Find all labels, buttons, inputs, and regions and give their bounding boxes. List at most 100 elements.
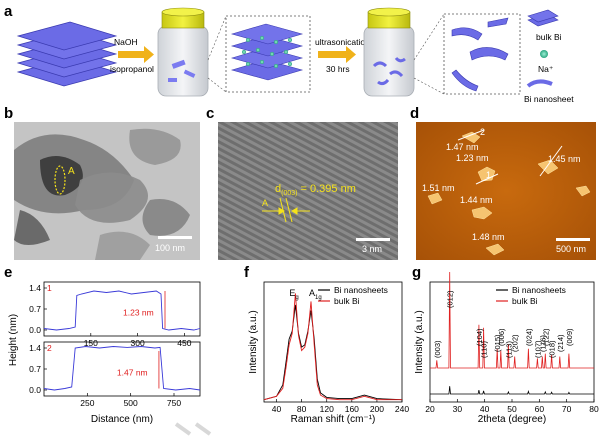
- g-reflection-label: (116): [538, 335, 547, 352]
- step-ultrasonication: ultrasonication: [315, 37, 370, 47]
- g-xtick-label: 60: [535, 404, 545, 414]
- afm-marker-2: 2: [480, 127, 485, 137]
- e-profile-1: [43, 290, 201, 331]
- f-xtick-label: 240: [395, 404, 409, 414]
- g-reflection-label: (018): [548, 340, 557, 358]
- d-sub: (003): [281, 190, 297, 197]
- afm-profile-lines: [457, 129, 563, 185]
- g-legend-label: bulk Bi: [512, 296, 538, 306]
- f-peak-sub: 1g: [315, 295, 322, 301]
- g-xtick-label: 40: [480, 404, 490, 414]
- panel-g-label: g: [412, 264, 421, 281]
- jar-2: [363, 7, 415, 97]
- g-reflection-label: (012): [446, 290, 455, 308]
- arrow-head-1: [144, 46, 154, 63]
- legend-bi-nanosheet: Bi nanosheet: [524, 94, 574, 104]
- d-symbol: d: [275, 183, 281, 195]
- e-ytick-label: 0.7: [29, 364, 41, 374]
- f-xtick-label: 120: [320, 404, 334, 414]
- e-profile-2: [43, 346, 201, 391]
- arrow-head-2: [346, 46, 356, 63]
- e-ytick-label: 1.4: [29, 283, 41, 293]
- f-legend-label: Bi nanosheets: [334, 285, 388, 295]
- scalebar-d-label: 500 nm: [556, 244, 586, 254]
- hrtem-marker-a: A: [262, 198, 268, 208]
- afm-height-1: 1.47 nm: [446, 142, 479, 152]
- e-ytick-label: 0.0: [29, 325, 41, 335]
- d-spacing-marker: [262, 197, 310, 223]
- f-series-0: [263, 304, 403, 401]
- e-xtick-label: 450: [177, 338, 191, 348]
- g-xlabel: 2theta (degree): [478, 414, 546, 425]
- afm-marker-1: 1: [486, 170, 491, 180]
- afm-height-3: 1.45 nm: [548, 154, 581, 164]
- jar-1: [157, 7, 209, 97]
- panel-a-label: a: [4, 3, 13, 20]
- f-peak-label: A1g: [309, 288, 322, 301]
- f-xtick-label: 40: [272, 404, 282, 414]
- g-xtick-label: 80: [589, 404, 599, 414]
- d-value: = 0.395 nm: [297, 183, 355, 195]
- legend-na-swatch: [540, 50, 548, 58]
- f-peak-symbol: E: [289, 288, 295, 298]
- tem-marker-a: A: [68, 166, 75, 177]
- e-xtick-label: 250: [80, 398, 94, 408]
- panel-d: d 2 1 1.47 nm 1.23 nm 1.45 nm 1.51 nm 1.…: [410, 105, 596, 260]
- g-reflection-label: (214): [556, 334, 565, 352]
- e-ylabel: Height (nm): [8, 314, 19, 366]
- tem-marker-ellipse: [54, 165, 66, 195]
- g-reflection-label: (202): [511, 334, 520, 352]
- e-annotation: 1.23 nm: [123, 307, 154, 317]
- legend-a: bulk Bi Na⁺ Bi nanosheet: [524, 9, 574, 104]
- intercalated-layers: [230, 23, 304, 81]
- legend-nanosheet-swatch: [526, 79, 553, 88]
- g-reflection-label: (009): [565, 328, 574, 346]
- d-spacing-label: d(003) = 0.395 nm: [275, 183, 356, 197]
- scalebar-c: [356, 238, 390, 241]
- e-xtick-label: 300: [131, 338, 145, 348]
- g-ylabel: Intensity (a.u.): [414, 310, 425, 373]
- f-axes: [263, 281, 403, 403]
- afm-height-4: 1.51 nm: [422, 183, 455, 193]
- e-xlabel: Distance (nm): [91, 414, 153, 425]
- afm-height-5: 1.44 nm: [460, 195, 493, 205]
- g-series-1: [430, 271, 594, 369]
- g-reflection-label: (113): [504, 341, 513, 358]
- panel-f-label: f: [244, 264, 250, 281]
- afm-image: [416, 122, 596, 260]
- f-xlabel: Raman shift (cm⁻¹): [291, 414, 376, 425]
- panel-c: c d(003) = 0.395 nm A 3 nm: [206, 105, 398, 260]
- arrow-shaft-1: [118, 51, 144, 58]
- panel-c-label: c: [206, 105, 214, 122]
- e-ytick-label: 0.7: [29, 304, 41, 314]
- panel-b-label: b: [4, 105, 13, 122]
- step-naoh: NaOH: [114, 37, 138, 47]
- f-xtick-label: 80: [297, 404, 307, 414]
- scalebar-b: [158, 236, 192, 239]
- afm-height-6: 1.48 nm: [472, 232, 505, 242]
- g-reflection-label: (003): [433, 340, 442, 358]
- g-reflection-label: (107): [533, 340, 542, 358]
- f-peak-sub: g: [295, 295, 298, 301]
- step-isopropanol: isopropanol: [110, 64, 154, 74]
- g-reflection-label: (122): [541, 328, 550, 346]
- e-axes-1: [43, 281, 201, 337]
- f-peak-label: Eg: [289, 288, 298, 301]
- watermark-mark: [174, 422, 212, 436]
- g-reflection-label: (024): [524, 328, 533, 346]
- bulk-bi-stack: [16, 21, 118, 87]
- g-xtick-label: 20: [425, 404, 435, 414]
- e-ytick-label: 0.0: [29, 385, 41, 395]
- arrow-shaft-2: [318, 51, 346, 58]
- zoom-box-1: [225, 15, 311, 93]
- panel-e-label: e: [4, 264, 12, 281]
- tem-flakes: [14, 128, 190, 260]
- exfoliated-nanosheets: [451, 17, 509, 92]
- g-legend-label: Bi nanosheets: [512, 285, 566, 295]
- g-series-0: [430, 386, 594, 395]
- panel-d-label: d: [410, 105, 419, 122]
- g-reflection-label: (015): [493, 334, 502, 352]
- hrtem-image: [218, 122, 398, 260]
- scalebar-b-label: 100 nm: [155, 243, 185, 253]
